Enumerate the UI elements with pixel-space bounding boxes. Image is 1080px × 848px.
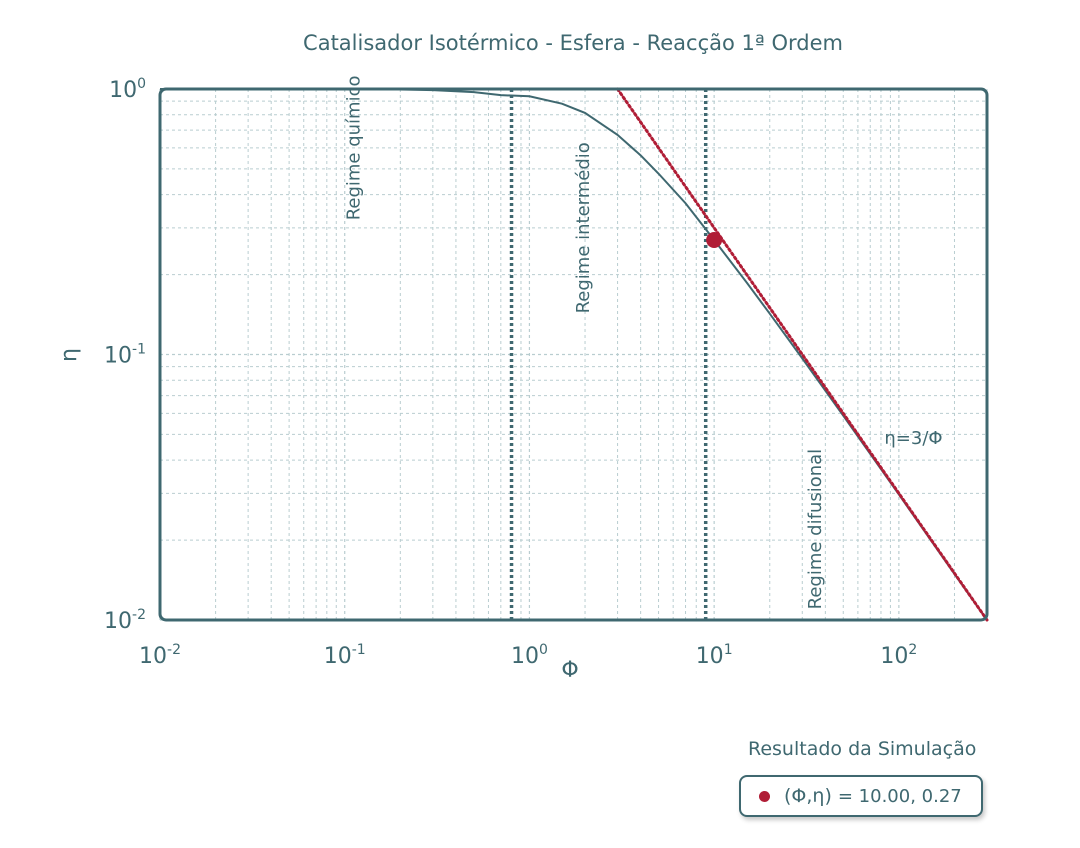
y-tick-label: 10-1: [104, 342, 146, 369]
axis-ticks: 10-2 10-1 100 101 102 100 10-1 10-2: [104, 76, 917, 669]
annotation-label: Regime intermédio: [573, 142, 594, 313]
x-axis-label: Φ: [561, 658, 578, 683]
x-tick-label: 10-1: [324, 642, 366, 669]
annotation-label: Regime químico: [343, 75, 364, 220]
y-tick-label: 100: [109, 76, 146, 103]
simulation-point: [706, 231, 723, 248]
annotation-label: η=3/Φ: [884, 428, 942, 449]
annotations: Regime químico Regime intermédio Regime di…: [343, 75, 942, 609]
regime-boundaries: [509, 89, 708, 620]
result-box: (Φ,η) = 10.00, 0.27: [739, 775, 983, 817]
result-value: = 10.00, 0.27: [837, 785, 962, 807]
x-tick-label: 101: [696, 642, 733, 669]
annotation-label: Regime difusional: [805, 449, 826, 610]
y-axis-label: η: [57, 348, 82, 362]
plot-frame: [158, 87, 989, 622]
result-marker-icon: [759, 790, 770, 802]
chart-title: Catalisador Isotérmico - Esfera - Reacçã…: [303, 31, 843, 55]
result-title: Resultado da Simulação: [748, 738, 977, 760]
y-tick-label: 10-2: [104, 607, 146, 634]
x-tick-label: 102: [880, 642, 917, 669]
asymptote-line: [616, 87, 989, 622]
x-tick-label: 100: [511, 642, 548, 669]
result-label: (Φ,η): [784, 785, 832, 807]
x-tick-label: 10-2: [139, 642, 181, 669]
